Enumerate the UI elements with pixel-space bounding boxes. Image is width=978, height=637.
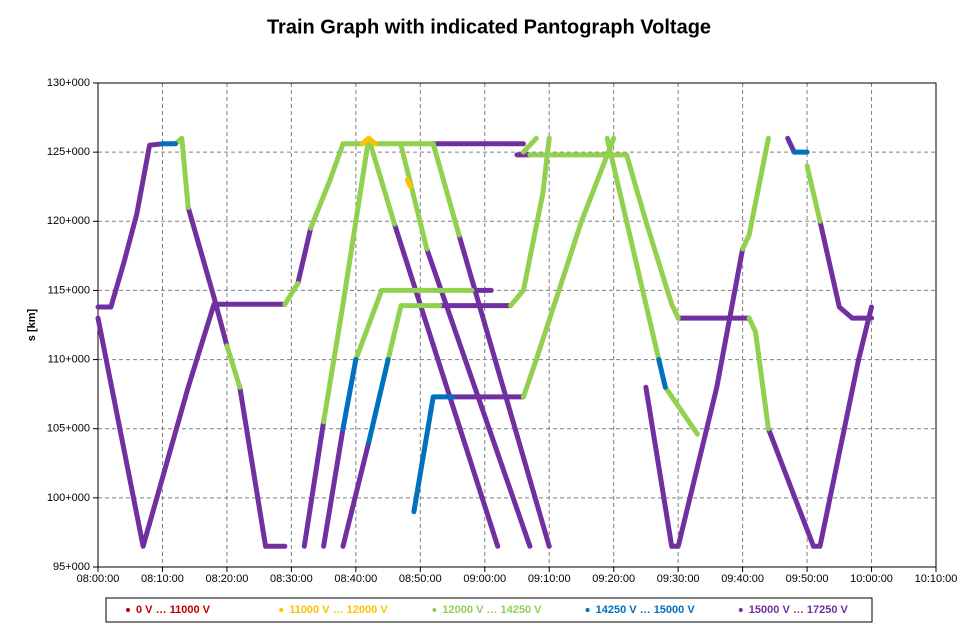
- train-path: [430, 141, 462, 238]
- train-path: [398, 142, 430, 252]
- legend-label: 14250 V … 15000 V: [596, 604, 696, 616]
- y-tick-label: 125+000: [47, 146, 90, 158]
- train-path: [321, 426, 346, 549]
- legend-marker: [126, 608, 130, 612]
- train-path: [353, 287, 475, 363]
- train-path: [95, 301, 288, 549]
- train-path: [520, 135, 617, 400]
- y-tick-label: 110+000: [48, 353, 90, 365]
- train-path: [185, 205, 230, 349]
- train-path: [765, 304, 874, 549]
- y-tick-label: 105+000: [47, 423, 90, 435]
- train-path: [340, 357, 359, 432]
- y-tick-label: 115+000: [48, 284, 90, 296]
- legend-marker: [432, 608, 437, 612]
- train-path: [817, 218, 874, 321]
- legend-label: 11000 V … 12000 V: [289, 604, 388, 616]
- train-path: [282, 281, 301, 307]
- train-path: [456, 232, 552, 549]
- train-path: [604, 135, 662, 363]
- y-tick-label: 100+000: [47, 492, 90, 504]
- train-path: [785, 135, 797, 155]
- train-path: [643, 246, 746, 549]
- train-path: [746, 315, 771, 432]
- train-path: [366, 357, 391, 445]
- train-path: [508, 135, 552, 309]
- y-tick-label: 120+000: [47, 215, 90, 227]
- x-tick-label: 09:50:00: [786, 573, 829, 585]
- train-path: [662, 384, 700, 437]
- chart-title: Train Graph with indicated Pantograph Vo…: [267, 16, 711, 38]
- legend-marker: [738, 608, 743, 612]
- train-path: [95, 141, 165, 310]
- x-tick-label: 09:30:00: [657, 573, 700, 585]
- x-tick-label: 08:40:00: [334, 573, 377, 585]
- x-tick-label: 08:50:00: [399, 573, 442, 585]
- train-path: [804, 163, 823, 224]
- train-path: [172, 135, 191, 210]
- y-tick-label: 95+000: [53, 561, 90, 573]
- legend-box: [105, 597, 873, 623]
- train-path: [295, 225, 314, 286]
- legend-marker: [585, 608, 590, 612]
- train-path: [224, 343, 243, 390]
- x-tick-label: 09:40:00: [721, 573, 764, 585]
- x-tick-label: 08:20:00: [206, 573, 249, 585]
- train-path: [656, 357, 668, 390]
- x-tick-label: 08:10:00: [141, 573, 184, 585]
- train-path: [411, 394, 455, 515]
- train-path: [392, 221, 501, 549]
- x-tick-label: 09:00:00: [463, 573, 506, 585]
- train-path: [385, 303, 443, 363]
- train-path: [301, 419, 327, 549]
- y-tick-label: 130+000: [47, 77, 90, 89]
- x-tick-label: 10:10:00: [915, 573, 958, 585]
- x-tick-label: 09:10:00: [528, 573, 571, 585]
- train-path: [321, 135, 397, 425]
- x-tick-label: 08:30:00: [270, 573, 313, 585]
- legend-label: 12000 V … 14250 V: [442, 604, 542, 616]
- train-path: [404, 177, 414, 190]
- train-path: [740, 135, 771, 252]
- legend-label: 0 V … 11000 V: [136, 604, 211, 616]
- train-path: [527, 152, 681, 321]
- train-path: [237, 384, 288, 549]
- legend-label: 15000 V … 17250 V: [749, 604, 849, 616]
- x-tick-label: 09:20:00: [592, 573, 635, 585]
- train-path: [520, 135, 539, 155]
- x-tick-label: 10:00:00: [850, 573, 893, 585]
- x-tick-label: 08:00:00: [77, 573, 120, 585]
- train-path: [359, 135, 378, 147]
- legend-marker: [279, 608, 284, 612]
- y-axis-label: s [km]: [26, 308, 38, 341]
- train-path: [308, 141, 365, 231]
- train-path: [340, 440, 372, 549]
